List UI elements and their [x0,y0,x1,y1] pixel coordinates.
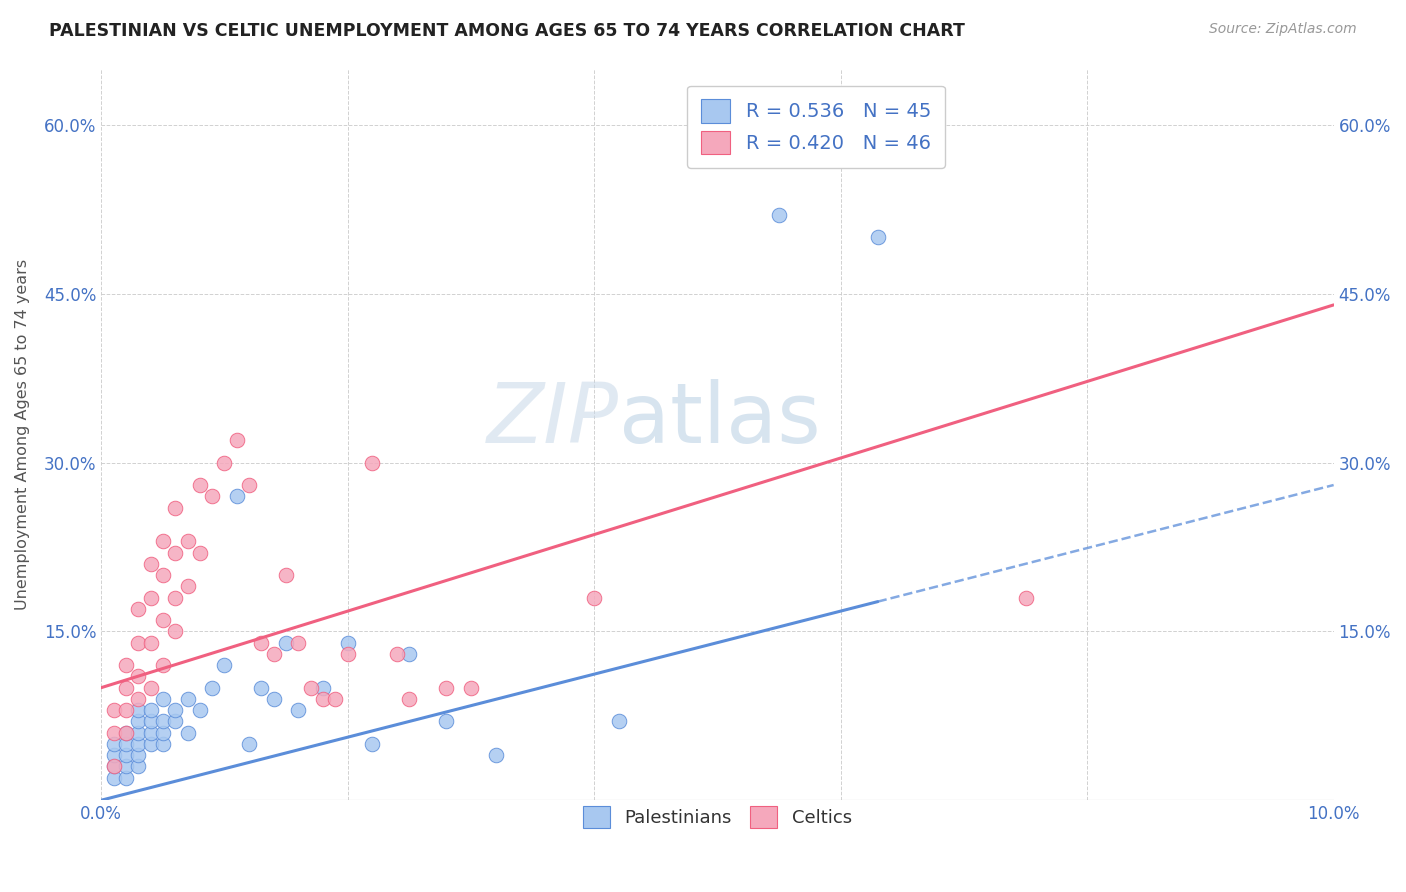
Point [127,703,149,717]
Point [336,647,359,661]
Point [460,681,482,695]
Point [484,748,506,763]
Point [152,613,174,627]
Point [152,692,174,706]
Point [238,737,260,751]
Point [225,489,247,503]
Point [115,703,138,717]
Point [361,737,384,751]
Point [165,500,187,515]
Legend: Palestinians, Celtics: Palestinians, Celtics [576,798,859,835]
Point [188,703,211,717]
Point [152,568,174,582]
Point [103,771,125,785]
Text: ZIP: ZIP [486,379,619,460]
Point [115,681,138,695]
Point [287,635,309,649]
Point [127,714,149,729]
Point [312,681,335,695]
Point [152,737,174,751]
Point [176,692,198,706]
Text: atlas: atlas [619,379,821,460]
Point [139,681,162,695]
Point [398,692,420,706]
Point [176,725,198,739]
Point [201,489,224,503]
Point [103,759,125,773]
Point [165,714,187,729]
Point [1014,591,1036,605]
Point [361,456,384,470]
Point [583,591,606,605]
Point [250,681,273,695]
Point [152,534,174,549]
Point [127,737,149,751]
Point [115,737,138,751]
Point [201,681,224,695]
Point [127,602,149,616]
Point [312,692,335,706]
Point [250,635,273,649]
Point [103,725,125,739]
Point [139,591,162,605]
Point [214,658,236,673]
Point [103,737,125,751]
Point [127,669,149,683]
Point [325,692,347,706]
Point [139,725,162,739]
Point [139,703,162,717]
Point [115,759,138,773]
Point [103,759,125,773]
Point [127,725,149,739]
Point [103,703,125,717]
Y-axis label: Unemployment Among Ages 65 to 74 years: Unemployment Among Ages 65 to 74 years [15,259,30,610]
Point [188,545,211,559]
Point [176,579,198,593]
Point [214,456,236,470]
Point [299,681,322,695]
Point [287,703,309,717]
Point [336,635,359,649]
Point [139,557,162,571]
Point [127,635,149,649]
Point [434,714,457,729]
Point [103,748,125,763]
Text: PALESTINIAN VS CELTIC UNEMPLOYMENT AMONG AGES 65 TO 74 YEARS CORRELATION CHART: PALESTINIAN VS CELTIC UNEMPLOYMENT AMONG… [49,22,965,40]
Point [152,658,174,673]
Point [115,748,138,763]
Point [127,748,149,763]
Point [176,534,198,549]
Point [139,714,162,729]
Point [263,692,285,706]
Point [165,591,187,605]
Point [385,647,408,661]
Point [115,725,138,739]
Point [274,568,297,582]
Point [607,714,630,729]
Point [115,771,138,785]
Point [165,703,187,717]
Point [165,545,187,559]
Point [165,624,187,639]
Point [225,433,247,447]
Point [152,714,174,729]
Point [139,635,162,649]
Point [768,208,790,222]
Point [398,647,420,661]
Text: Source: ZipAtlas.com: Source: ZipAtlas.com [1209,22,1357,37]
Point [152,725,174,739]
Point [238,478,260,492]
Point [188,478,211,492]
Point [263,647,285,661]
Point [866,230,889,244]
Point [139,737,162,751]
Point [274,635,297,649]
Point [434,681,457,695]
Point [115,658,138,673]
Point [127,692,149,706]
Point [127,759,149,773]
Point [115,725,138,739]
